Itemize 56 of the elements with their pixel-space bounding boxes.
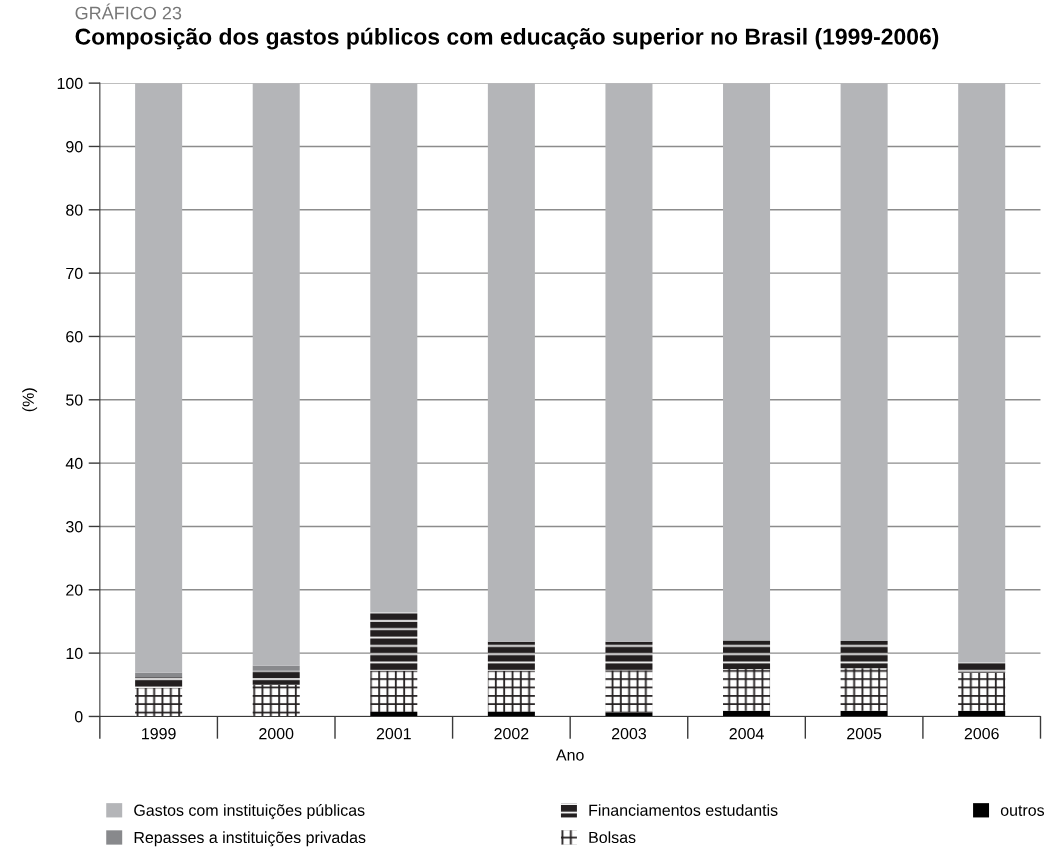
bar (958, 83, 1006, 663)
y-tick-label: 80 (66, 204, 83, 216)
y-tick-label: 30 (66, 521, 83, 533)
bar (370, 712, 418, 717)
bar (135, 677, 183, 688)
x-tick-label: 2000 (259, 727, 294, 740)
bar (487, 712, 535, 717)
bar (840, 641, 888, 669)
legend-label: outros (1000, 805, 1045, 816)
bar (135, 672, 183, 678)
bar (252, 670, 300, 685)
x-tick-label: 2003 (612, 727, 647, 740)
bar (370, 83, 418, 613)
y-tick-label: 10 (66, 647, 83, 660)
bar (605, 641, 653, 671)
bar (723, 83, 771, 641)
y-tick-label: 100 (57, 77, 83, 90)
bar (723, 668, 771, 711)
bar (135, 687, 183, 717)
legend-label: Repasses a instituições privadas (134, 831, 366, 847)
y-tick-label: 50 (66, 394, 83, 406)
x-tick-label: 2006 (964, 727, 999, 740)
bar (252, 83, 300, 666)
x-axis-title: Ano (555, 749, 584, 761)
y-tick-label: 20 (66, 584, 83, 596)
y-tick-label: 70 (66, 267, 83, 280)
bar (252, 665, 300, 671)
bar (840, 668, 888, 711)
bar (252, 684, 300, 717)
bar (487, 83, 535, 642)
bar (723, 640, 771, 669)
x-tick-label: 2001 (376, 727, 411, 740)
legend-label: Financiamentos estudantis (589, 804, 778, 816)
legend-label: Bolsas (589, 831, 636, 844)
y-tick-label: 60 (66, 331, 83, 343)
bar (370, 670, 418, 713)
bar (605, 670, 653, 713)
y-tick-label: 0 (74, 711, 83, 723)
bar (487, 670, 535, 713)
x-tick-label: 1999 (142, 727, 176, 740)
chart-title: Composição dos gastos públicos com educação superior no Brasil (1999-2006) (75, 27, 939, 50)
bar (840, 83, 888, 642)
y-tick-label: 90 (66, 141, 83, 153)
bar (958, 662, 1006, 673)
bar (605, 83, 653, 642)
text: GRÁFICO 23 (75, 3, 182, 20)
bar (487, 641, 535, 671)
y-axis-title: (%) (22, 388, 38, 412)
bar (370, 612, 418, 671)
x-tick-label: 2005 (847, 727, 882, 740)
x-tick-label: 2004 (729, 727, 764, 740)
bar (958, 672, 1006, 711)
y-tick-label: 40 (65, 457, 83, 470)
x-tick-label: 2002 (494, 727, 529, 740)
bar (135, 83, 183, 673)
legend-label: Gastos com instituições públicas (134, 804, 365, 820)
